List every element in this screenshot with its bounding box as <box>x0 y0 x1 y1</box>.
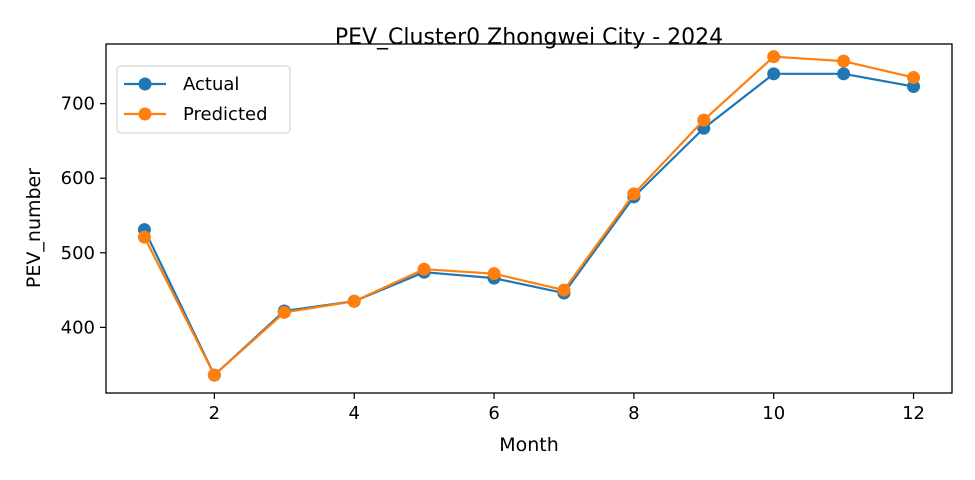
x-axis: 2 4 6 8 10 12 <box>209 393 925 424</box>
legend-label-predicted: Predicted <box>183 104 268 125</box>
x-tick-label: 6 <box>488 403 499 424</box>
data-point-predicted <box>557 283 571 297</box>
data-point-actual <box>837 67 851 81</box>
data-point-predicted <box>837 54 851 68</box>
data-point-predicted <box>907 71 921 85</box>
data-point-predicted <box>137 230 151 244</box>
data-point-predicted <box>767 50 781 64</box>
x-tick-label: 4 <box>348 403 359 424</box>
data-point-predicted <box>627 187 641 201</box>
data-point-predicted <box>207 368 221 382</box>
x-tick-label: 12 <box>902 403 925 424</box>
x-tick-label: 8 <box>628 403 639 424</box>
series-layer <box>137 50 921 382</box>
legend-label-actual: Actual <box>183 74 239 95</box>
data-point-predicted <box>347 294 361 308</box>
chart-title: PEV_Cluster0 Zhongwei City - 2024 <box>335 25 723 50</box>
y-tick-label: 500 <box>61 243 95 264</box>
series-line-predicted <box>143 55 914 377</box>
x-axis-label: Month <box>499 434 559 456</box>
y-tick-label: 700 <box>61 94 95 115</box>
data-point-predicted <box>487 267 501 281</box>
x-tick-label: 2 <box>209 403 220 424</box>
y-axis: 400 500 600 700 <box>61 94 106 338</box>
plot-area: 2 4 6 8 10 12 400 500 600 700 <box>61 43 953 424</box>
x-tick-label: 10 <box>762 403 785 424</box>
data-point-predicted <box>417 262 431 276</box>
axes-frame <box>105 43 953 394</box>
data-point-predicted <box>277 305 291 319</box>
legend: Actual Predicted <box>116 65 291 134</box>
data-point-actual <box>767 67 781 81</box>
y-axis-label: PEV_number <box>23 168 45 288</box>
legend-marker-actual <box>138 77 152 91</box>
y-tick-label: 400 <box>61 317 95 338</box>
y-tick-label: 600 <box>61 168 95 189</box>
legend-marker-predicted <box>138 107 152 121</box>
data-point-actual <box>907 80 921 94</box>
data-point-predicted <box>697 113 711 127</box>
legend-box <box>116 65 291 134</box>
